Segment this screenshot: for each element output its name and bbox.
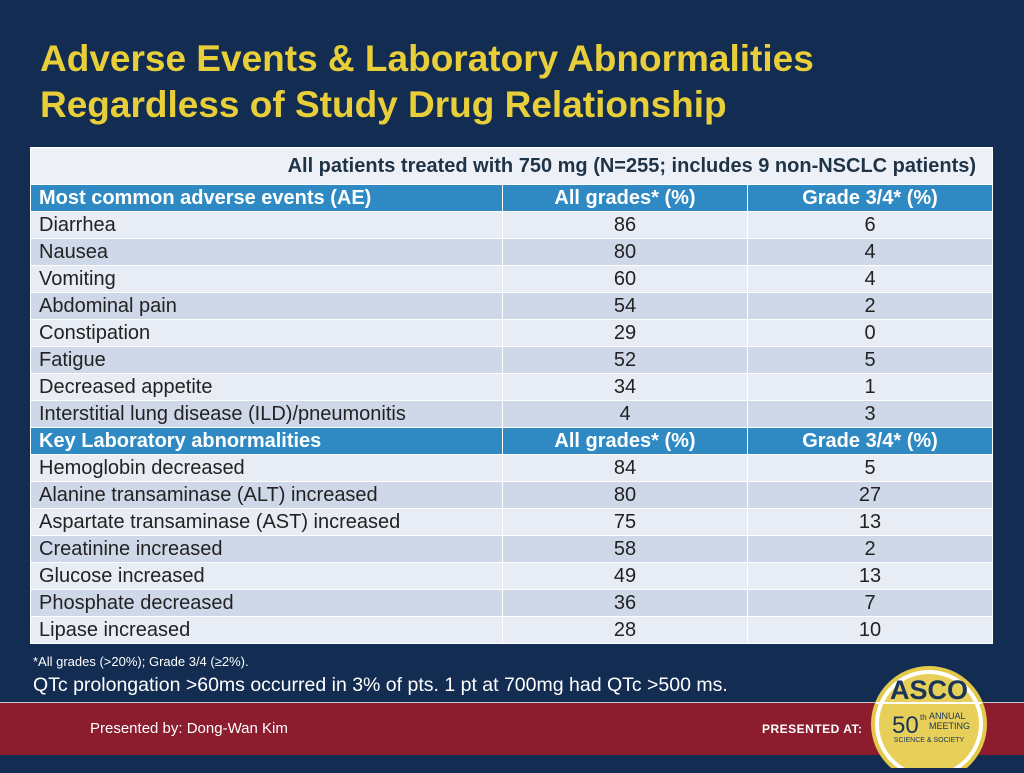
row-label: Abdominal pain	[30, 292, 503, 320]
cell-value: 36	[502, 589, 748, 617]
column-header: All grades* (%)	[502, 427, 748, 455]
cell-value: 86	[502, 211, 748, 239]
table-banner: All patients treated with 750 mg (N=255;…	[29, 147, 994, 185]
table-row: Vomiting 60 4	[30, 265, 994, 293]
row-label: Creatinine increased	[30, 535, 503, 563]
column-header: Grade 3/4* (%)	[746, 184, 994, 212]
footer-bar	[0, 703, 1024, 755]
adverse-events-table: All patients treated with 750 mg (N=255;…	[29, 147, 994, 644]
row-label: Fatigue	[30, 346, 503, 374]
row-label: Glucose increased	[30, 562, 503, 590]
row-label: Phosphate decreased	[30, 589, 503, 617]
logo-superscript: th	[920, 713, 927, 722]
column-header: All grades* (%)	[502, 184, 748, 212]
table-row: Nausea 80 4	[30, 238, 994, 266]
cell-value: 1	[746, 373, 994, 401]
cell-value: 28	[502, 616, 748, 644]
row-label: Decreased appetite	[30, 373, 503, 401]
table-row: Constipation 29 0	[30, 319, 994, 347]
cell-value: 4	[746, 265, 994, 293]
cell-value: 49	[502, 562, 748, 590]
slide-title: Adverse Events & Laboratory Abnormalitie…	[40, 36, 1000, 128]
presented-at-label: PRESENTED AT:	[762, 722, 863, 736]
row-label: Alanine transaminase (ALT) increased	[30, 481, 503, 509]
table-row: Phosphate decreased 36 7	[30, 589, 994, 617]
table-row: Interstitial lung disease (ILD)/pneumoni…	[30, 400, 994, 428]
logo-line-1: ANNUAL	[929, 711, 966, 721]
cell-value: 0	[746, 319, 994, 347]
lab-header-row: Key Laboratory abnormalities All grades* …	[30, 427, 994, 455]
table-row: Lipase increased 28 10	[30, 616, 994, 644]
cell-value: 10	[746, 616, 994, 644]
cell-value: 5	[746, 454, 994, 482]
cell-value: 13	[746, 508, 994, 536]
logo-line-3: SCIENCE & SOCIETY	[894, 737, 965, 744]
row-label: Aspartate transaminase (AST) increased	[30, 508, 503, 536]
row-label: Vomiting	[30, 265, 503, 293]
column-header: Key Laboratory abnormalities	[30, 427, 503, 455]
table-row: Alanine transaminase (ALT) increased 80 27	[30, 481, 994, 509]
cell-value: 29	[502, 319, 748, 347]
row-label: Diarrhea	[30, 211, 503, 239]
cell-value: 58	[502, 535, 748, 563]
column-header: Grade 3/4* (%)	[746, 427, 994, 455]
cell-value: 84	[502, 454, 748, 482]
presenter-credit: Presented by: Dong-Wan Kim	[90, 720, 288, 737]
qtc-note: QTc prolongation >60ms occurred in 3% of…	[33, 674, 728, 696]
row-label: Nausea	[30, 238, 503, 266]
logo-line-2: MEETING	[929, 721, 970, 731]
row-label: Constipation	[30, 319, 503, 347]
asco-logo-graphic: ASCO 50 th ANNUAL MEETING SCIENCE & SOCI…	[871, 666, 987, 773]
table-row: Hemoglobin decreased 84 5	[30, 454, 994, 482]
cell-value: 80	[502, 481, 748, 509]
logo-number: 50	[892, 712, 919, 739]
table-row: Decreased appetite 34 1	[30, 373, 994, 401]
table-row: Fatigue 52 5	[30, 346, 994, 374]
cell-value: 6	[746, 211, 994, 239]
cell-value: 5	[746, 346, 994, 374]
cell-value: 27	[746, 481, 994, 509]
column-header: Most common adverse events (AE)	[30, 184, 503, 212]
cell-value: 80	[502, 238, 748, 266]
cell-value: 60	[502, 265, 748, 293]
table-row: Creatinine increased 58 2	[30, 535, 994, 563]
asco-logo: ASCO 50 th ANNUAL MEETING SCIENCE & SOCI…	[866, 666, 992, 773]
cell-value: 13	[746, 562, 994, 590]
cell-value: 2	[746, 292, 994, 320]
cell-value: 7	[746, 589, 994, 617]
cell-value: 75	[502, 508, 748, 536]
row-label: Interstitial lung disease (ILD)/pneumoni…	[30, 400, 503, 428]
cell-value: 34	[502, 373, 748, 401]
row-label: Lipase increased	[30, 616, 503, 644]
row-label: Hemoglobin decreased	[30, 454, 503, 482]
table-row: Abdominal pain 54 2	[30, 292, 994, 320]
table-row: Glucose increased 49 13	[30, 562, 994, 590]
cell-value: 3	[746, 400, 994, 428]
cell-value: 4	[502, 400, 748, 428]
cell-value: 2	[746, 535, 994, 563]
footnote: *All grades (>20%); Grade 3/4 (≥2%).	[33, 654, 249, 669]
title-line-1: Adverse Events & Laboratory Abnormalitie…	[40, 38, 814, 79]
table-row: Diarrhea 86 6	[30, 211, 994, 239]
table-row: Aspartate transaminase (AST) increased 75…	[30, 508, 994, 536]
title-line-2: Regardless of Study Drug Relationship	[40, 84, 727, 125]
cell-value: 52	[502, 346, 748, 374]
ae-header-row: Most common adverse events (AE) All grade…	[30, 184, 994, 212]
cell-value: 4	[746, 238, 994, 266]
table-banner-row: All patients treated with 750 mg (N=255;…	[29, 147, 994, 185]
cell-value: 54	[502, 292, 748, 320]
logo-name: ASCO	[890, 675, 968, 705]
